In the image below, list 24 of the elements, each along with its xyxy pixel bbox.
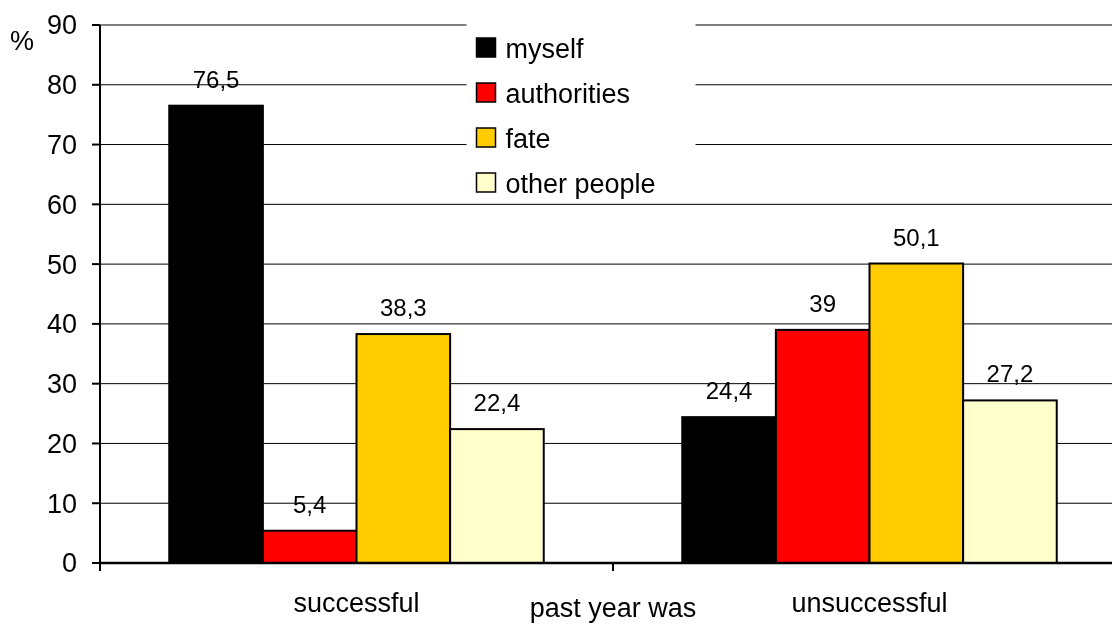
y-tick-label: 80 (46, 70, 77, 101)
data-label: 22,4 (473, 389, 521, 417)
y-tick-label: 0 (61, 548, 77, 579)
data-label: 27,2 (986, 360, 1034, 388)
legend-label: other people (505, 169, 656, 199)
legend-label: authorities (505, 79, 631, 109)
y-axis-title: % (9, 26, 35, 57)
legend-label: fate (505, 124, 551, 154)
x-axis-title: past year was (529, 593, 697, 623)
data-label: 38,3 (379, 294, 427, 322)
data-label: 39 (809, 289, 837, 317)
y-tick-label: 70 (46, 130, 77, 161)
x-tick-label: unsuccessful (791, 588, 948, 618)
y-tick-label: 90 (46, 10, 77, 41)
y-tick-label: 10 (46, 488, 77, 519)
y-tick-label: 20 (46, 428, 77, 459)
y-tick-label: 30 (46, 369, 77, 400)
legend-label: myself (505, 34, 585, 64)
y-tick-label: 50 (46, 249, 77, 280)
y-tick-label: 60 (46, 189, 77, 220)
data-label: 50,1 (892, 223, 940, 251)
y-tick-label: 40 (46, 309, 77, 340)
x-tick-label: successful (293, 588, 420, 618)
data-label: 24,4 (705, 377, 753, 405)
